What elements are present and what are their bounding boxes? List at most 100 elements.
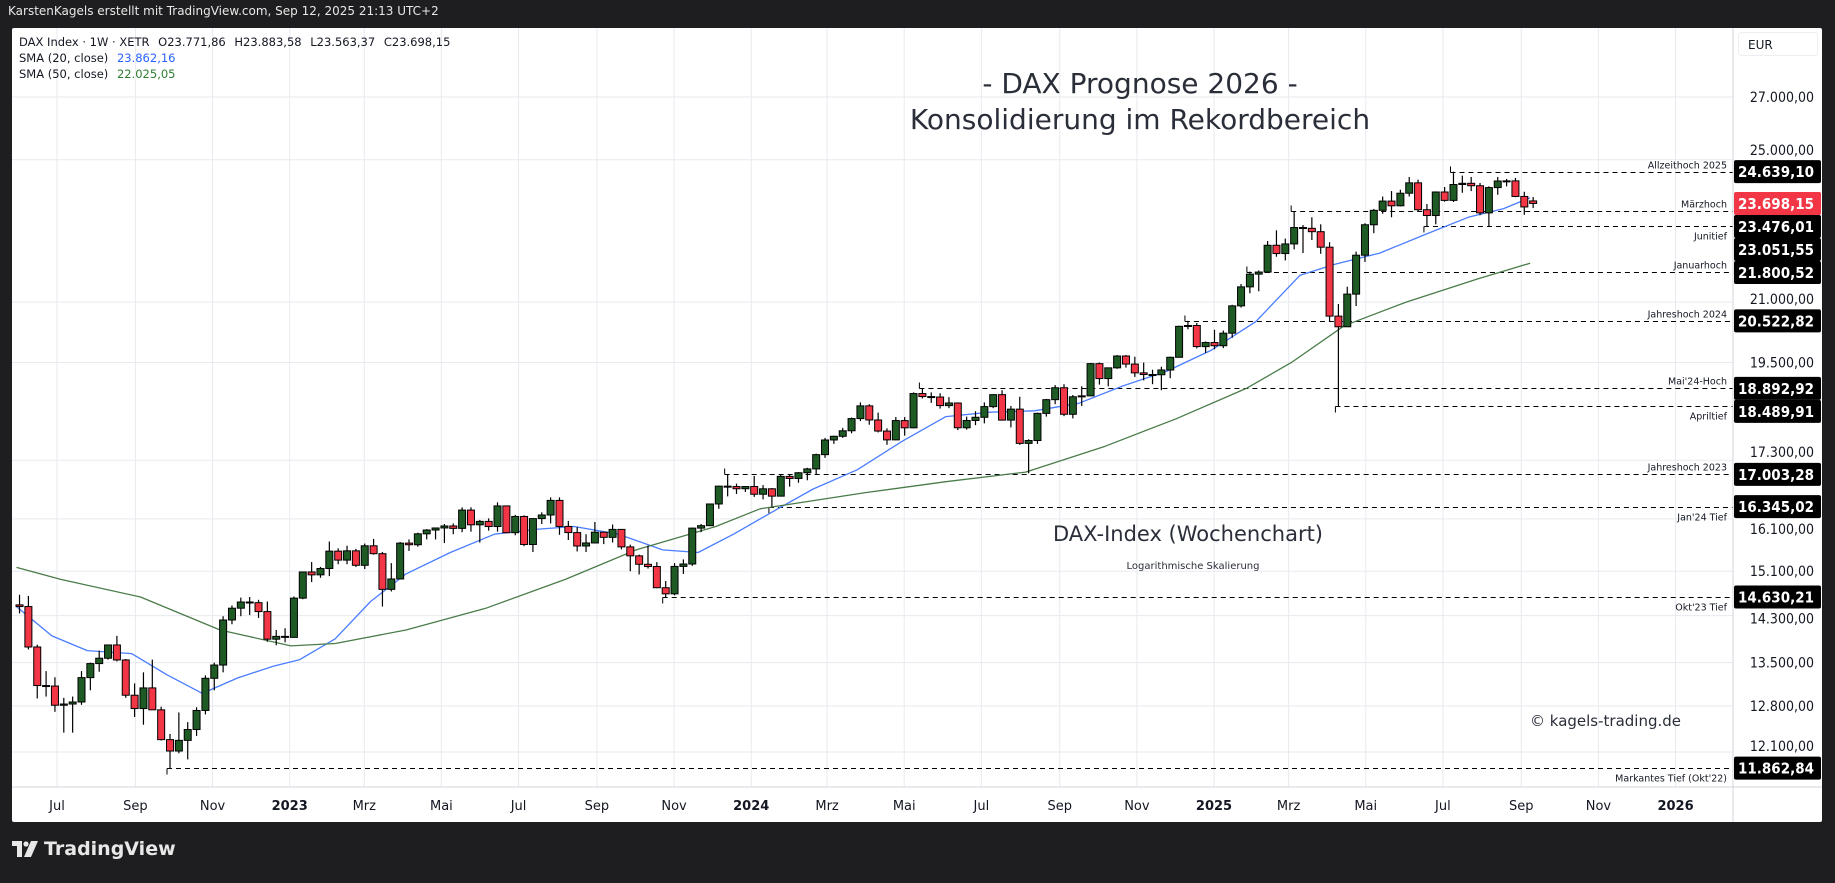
currency-button[interactable]: EUR	[1738, 32, 1818, 56]
candle	[962, 416, 971, 430]
candle-body-up	[590, 531, 599, 544]
candle-body-up	[546, 499, 555, 516]
level-price-label-text: 24.639,10	[1738, 163, 1814, 181]
candle-body-down	[520, 515, 529, 545]
candle	[493, 502, 502, 532]
candle-body-up	[759, 488, 768, 495]
candle	[86, 662, 95, 691]
candle	[440, 523, 449, 544]
candle-body-up	[139, 687, 148, 710]
legend-sma50-row[interactable]: SMA (50, close) 22.025,05	[19, 66, 455, 82]
candle	[652, 562, 661, 589]
time-tick-label: Mai	[1354, 799, 1377, 814]
level-price-label-text: 21.800,52	[1738, 264, 1814, 282]
level-label: Markantes Tief (Okt'22)	[1615, 774, 1727, 785]
level-price-label-box	[1734, 309, 1821, 333]
candle	[1378, 196, 1387, 214]
candle	[1006, 405, 1015, 428]
candle	[918, 388, 927, 399]
time-axis[interactable]: Jul Sep Nov 2023 Mrz Mai Jul Sep Nov 2024 Mrz Mai Ju…	[48, 799, 1693, 814]
level-price-label: 24.639,10	[1734, 160, 1821, 184]
candle-body-down	[378, 553, 387, 590]
candle	[635, 554, 644, 575]
candle	[1281, 238, 1290, 261]
candle-body-down	[449, 525, 458, 529]
candle	[626, 544, 635, 572]
candle-body-up	[803, 468, 812, 474]
price-tick-label: 25.000,00	[1750, 143, 1814, 159]
candle	[1254, 270, 1263, 292]
candle	[537, 512, 546, 524]
candle	[891, 417, 900, 441]
candle	[1343, 286, 1352, 328]
price-axis[interactable]: 27.000,00 25.000,00 21.000,00 19.500,00 17.3…	[1750, 90, 1814, 755]
candle	[829, 435, 838, 444]
candle-body-up	[201, 677, 210, 711]
candle	[573, 527, 582, 552]
level-price-label-box	[1734, 495, 1821, 519]
level-price-label: 18.489,91	[1734, 399, 1821, 423]
tradingview-logo[interactable]: TradingView	[12, 838, 176, 860]
candle	[475, 519, 484, 543]
candle	[405, 539, 414, 551]
candle	[59, 697, 68, 733]
candle-body-down	[767, 488, 776, 497]
candle	[1449, 171, 1458, 203]
candle-body-down	[635, 555, 644, 565]
level-price-label-box	[1734, 260, 1821, 284]
level-price-label-text: 11.862,84	[1738, 760, 1814, 778]
candle	[1334, 304, 1343, 406]
candle	[77, 671, 86, 705]
candle-body-up	[1369, 209, 1378, 226]
candle	[767, 488, 776, 507]
candle-body-up	[1263, 244, 1272, 273]
candle	[980, 402, 989, 424]
candle	[1387, 191, 1396, 218]
tradingview-logo-icon	[12, 841, 38, 857]
candle	[750, 475, 759, 497]
candle-body-down	[1060, 387, 1069, 415]
candle	[1502, 178, 1511, 187]
candle-body-down	[732, 486, 741, 490]
candle-body-down	[626, 546, 635, 557]
candle	[511, 514, 520, 536]
candle-body-up	[962, 419, 971, 429]
candle-body-up	[475, 520, 484, 526]
candle	[865, 404, 874, 425]
candle	[741, 485, 750, 492]
candle-body-down	[652, 566, 661, 589]
level-price-label: 11.862,84	[1734, 756, 1821, 780]
candle-body-down	[254, 602, 263, 613]
candle-body-up	[360, 545, 369, 566]
candle-body-down	[1414, 182, 1423, 211]
candle-body-up	[1042, 399, 1051, 414]
level-price-label-text: 16.345,02	[1738, 498, 1814, 516]
symbol-info[interactable]: DAX Index · 1W · XETR	[19, 35, 150, 49]
candle-body-up	[980, 406, 989, 418]
candle-body-up	[582, 542, 591, 547]
time-tick-label: Jul	[973, 799, 990, 814]
candle	[1051, 385, 1060, 405]
candle	[776, 474, 785, 497]
candle-body-down	[998, 394, 1007, 421]
candle-body-down	[466, 509, 475, 526]
legend-sma20-row[interactable]: SMA (20, close) 23.862,16	[19, 50, 455, 66]
level-price-label: 17.003,28	[1734, 462, 1821, 486]
candle	[1175, 325, 1184, 358]
candle	[263, 601, 272, 642]
candles	[15, 171, 1538, 769]
candle	[1476, 182, 1485, 216]
price-labels: 24.639,10 23.698,15 23.476,01 23.051,55 21.8…	[1734, 160, 1821, 780]
candle	[351, 548, 360, 567]
candle	[1325, 242, 1334, 322]
legend: DAX Index · 1W · XETR O23.771,86 H23.883…	[19, 34, 455, 82]
sma50-line	[16, 262, 1531, 647]
candle	[24, 595, 33, 650]
level-price-label: 23.051,55	[1734, 237, 1821, 261]
candle-body-down	[723, 485, 732, 488]
candle	[679, 559, 688, 574]
candle-body-up	[944, 402, 953, 407]
candle	[582, 534, 591, 552]
candle-body-down	[1529, 200, 1538, 204]
